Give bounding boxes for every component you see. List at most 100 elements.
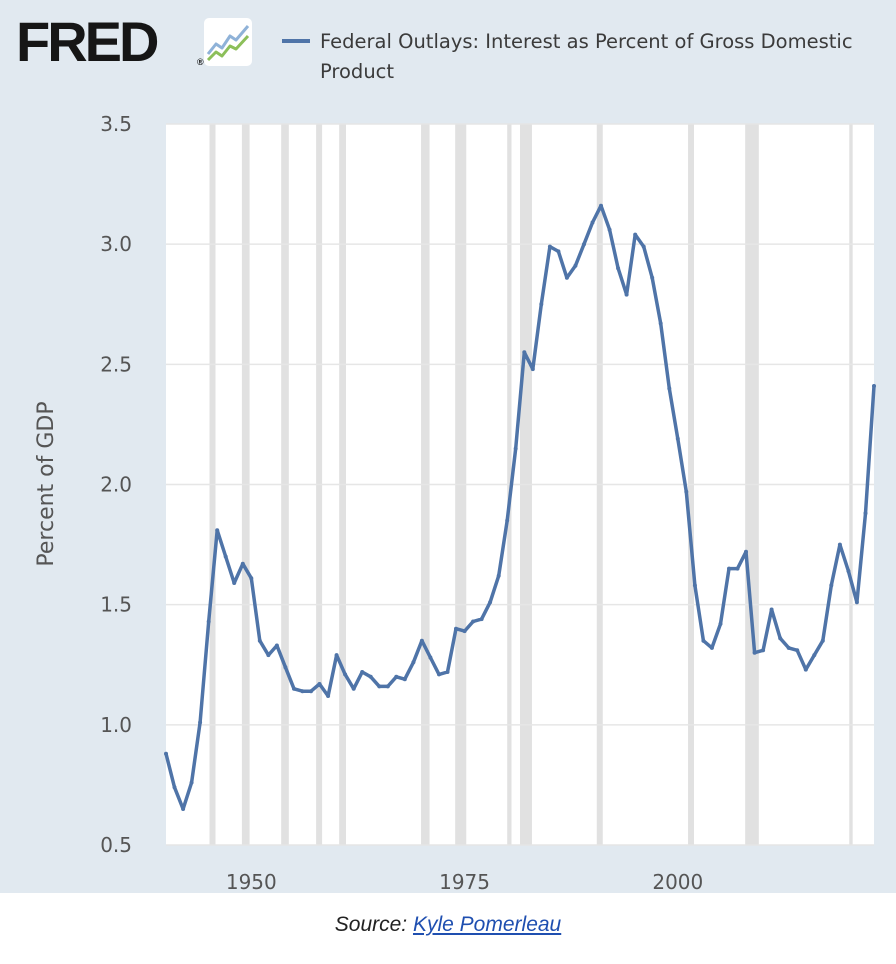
data-point [803, 667, 808, 672]
data-point [488, 600, 493, 605]
chart: 0.5 1.0 1.5 2.0 2.5 3.0 3.5 1950 1975 2000 Perce… [34, 112, 876, 893]
y-tick-label: 2.5 [100, 352, 132, 376]
data-point [462, 629, 467, 634]
data-point [658, 321, 663, 326]
y-tick-label: 1.0 [100, 713, 132, 737]
data-point [309, 689, 313, 694]
data-point [684, 489, 689, 494]
data-point [394, 674, 399, 679]
data-point [164, 751, 168, 756]
data-point [829, 583, 834, 588]
legend-label: Federal Outlays: Interest as Percent of … [320, 30, 853, 83]
data-point [215, 528, 220, 533]
data-point [471, 619, 476, 624]
data-point [402, 677, 407, 682]
data-point [189, 780, 194, 785]
data-point [616, 266, 621, 271]
data-point [607, 227, 612, 232]
data-point [837, 542, 842, 547]
x-tick-label: 2000 [652, 870, 703, 893]
data-point [479, 617, 484, 622]
series-group [164, 203, 876, 811]
data-point [377, 684, 382, 689]
data-point [513, 446, 518, 451]
y-axis-ticks: 0.5 1.0 1.5 2.0 2.5 3.0 3.5 [100, 112, 132, 857]
y-tick-label: 1.5 [100, 593, 132, 617]
data-point [547, 244, 552, 249]
data-point [368, 674, 373, 679]
data-point [437, 672, 441, 677]
data-point [283, 665, 288, 670]
data-point [172, 785, 177, 790]
data-point [445, 670, 450, 674]
data-point [727, 566, 731, 571]
registered-mark: ® [197, 57, 204, 67]
fred-logo: FRED ® [16, 14, 204, 70]
data-point [675, 436, 680, 441]
data-point [505, 518, 510, 523]
source-prefix: Source: [334, 913, 408, 936]
data-point [590, 220, 595, 225]
data-point [274, 643, 279, 648]
data-point [522, 350, 527, 355]
data-point [735, 566, 740, 571]
data-point [744, 549, 748, 554]
data-point [428, 655, 433, 660]
data-point [641, 244, 646, 249]
data-point [351, 686, 356, 691]
y-axis-label: Percent of GDP [34, 401, 59, 566]
data-point [530, 367, 535, 372]
data-point [206, 619, 211, 624]
data-point [786, 645, 791, 650]
data-point [360, 670, 365, 674]
data-point [249, 576, 254, 581]
data-point [795, 648, 800, 653]
figure-background: FRED ® Federal Outlays: Interest as Perce… [0, 0, 896, 893]
data-point [257, 638, 262, 643]
data-point [223, 554, 228, 559]
data-point [624, 292, 629, 297]
data-point [240, 561, 245, 566]
source-caption: Source: Kyle Pomerleau [0, 913, 896, 937]
y-tick-label: 2.0 [100, 473, 132, 497]
data-point [582, 242, 586, 247]
data-point [667, 386, 672, 391]
fred-logo-text: FRED [16, 10, 159, 73]
data-point [411, 660, 416, 665]
data-point [812, 653, 817, 658]
data-point [496, 573, 501, 578]
data-point [599, 203, 603, 208]
data-point [718, 621, 723, 626]
data-point [181, 807, 186, 811]
data-point [573, 263, 578, 268]
data-point [752, 650, 757, 655]
data-point [769, 607, 774, 612]
data-point [854, 600, 859, 605]
fred-graph-icon [204, 18, 252, 66]
data-point [343, 672, 348, 677]
data-point [198, 720, 203, 725]
data-point [454, 626, 458, 631]
source-link[interactable]: Kyle Pomerleau [412, 913, 562, 936]
data-point [317, 682, 322, 686]
data-point [385, 684, 390, 689]
data-point [863, 511, 868, 516]
data-point [650, 275, 655, 280]
data-point [326, 694, 331, 698]
y-tick-label: 3.0 [100, 232, 132, 256]
data-point [633, 232, 638, 237]
y-tick-label: 0.5 [100, 833, 132, 857]
data-point [778, 636, 783, 641]
legend-swatch [282, 39, 310, 43]
data-point [556, 249, 561, 254]
x-tick-label: 1975 [439, 870, 490, 893]
data-point [419, 638, 424, 643]
data-point [701, 638, 706, 643]
data-point [564, 275, 569, 280]
data-point [692, 583, 697, 588]
x-tick-label: 1950 [226, 870, 277, 893]
data-point [761, 648, 766, 653]
y-tick-label: 3.5 [100, 112, 132, 136]
x-axis-ticks: 1950 1975 2000 [226, 870, 703, 893]
data-point [266, 653, 271, 658]
